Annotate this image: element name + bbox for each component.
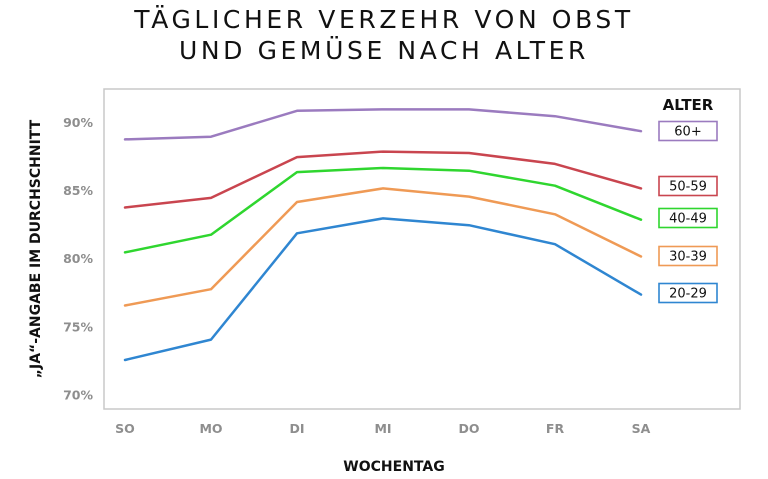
legend-title: ALTER <box>663 96 714 114</box>
plot-frame <box>103 88 741 410</box>
series-line-30-39 <box>123 187 643 307</box>
series-line-40-49 <box>123 166 643 254</box>
y-axis-ticks: 70% 75% 80% 85% 90% <box>63 115 93 402</box>
legend-box <box>658 207 718 229</box>
legend-item: 40-49 <box>658 207 718 229</box>
legend-box <box>658 245 718 267</box>
legend-item: 50-59 <box>658 175 718 197</box>
series-lines <box>123 108 643 362</box>
series-line-60+ <box>123 108 643 141</box>
legend-box <box>658 282 718 304</box>
x-tick-label: DO <box>458 421 479 436</box>
chart-title-line-1: TÄGLICHER VERZEHR VON OBST <box>134 5 634 34</box>
y-axis-label: „JA“-ANGABE IM DURCHSCHNITT <box>28 119 44 378</box>
chart-title-line-2: UND GEMÜSE NACH ALTER <box>178 36 590 65</box>
legend-item: 60+ <box>658 120 718 142</box>
x-tick-label: DI <box>289 421 304 436</box>
legend-label: 60+ <box>674 125 701 140</box>
legend: 60+ 50-59 40-49 30-39 20-29 <box>658 120 718 304</box>
y-tick-label: 90% <box>63 115 93 130</box>
series-line-50-59 <box>123 150 643 209</box>
x-tick-label: MI <box>374 421 391 436</box>
chart-title: TÄGLICHER VERZEHR VON OBST UND GEMÜSE NA… <box>0 4 768 66</box>
legend-item: 30-39 <box>658 245 718 267</box>
x-axis-ticks: SO MO DI MI DO FR SA <box>115 421 650 436</box>
x-tick-label: MO <box>199 421 222 436</box>
y-tick-label: 85% <box>63 183 93 198</box>
y-tick-label: 80% <box>63 251 93 266</box>
y-tick-label: 70% <box>63 387 93 402</box>
x-axis-label: WOCHENTAG <box>343 459 444 475</box>
x-tick-label: SA <box>632 421 651 436</box>
legend-box <box>658 175 718 197</box>
legend-box <box>658 120 718 142</box>
legend-label: 20-29 <box>669 287 707 302</box>
series-line-20-29 <box>123 217 643 362</box>
x-tick-label: FR <box>546 421 565 436</box>
y-tick-label: 75% <box>63 319 93 334</box>
legend-label: 50-59 <box>669 180 707 195</box>
x-tick-label: SO <box>115 421 135 436</box>
legend-label: 30-39 <box>669 250 707 265</box>
legend-label: 40-49 <box>669 212 707 227</box>
legend-item: 20-29 <box>658 282 718 304</box>
